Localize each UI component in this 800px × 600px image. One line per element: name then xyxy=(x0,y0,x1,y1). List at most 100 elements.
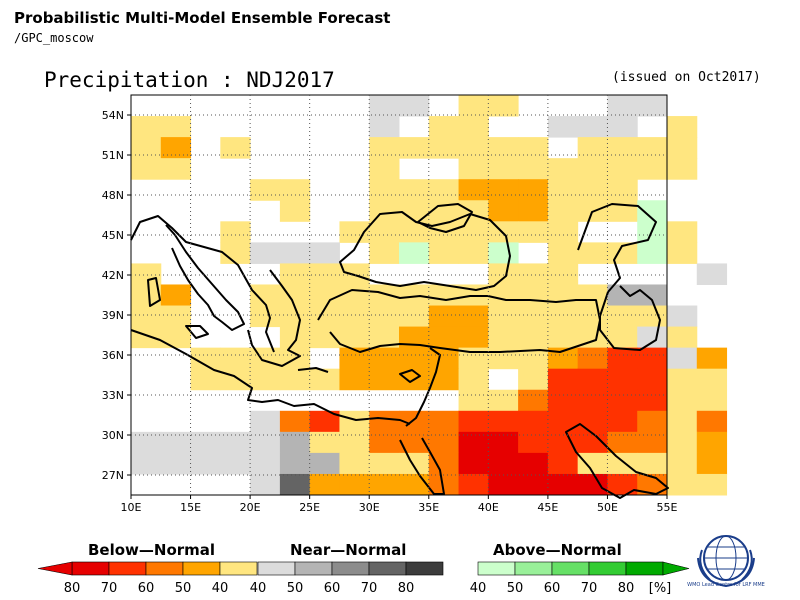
coastline-turkey xyxy=(317,289,601,353)
map-frame xyxy=(130,94,668,496)
longitude-labels: 10E 15E 20E 25E 30E 35E 40E 45E 50E 55E xyxy=(121,501,678,514)
grid-cell xyxy=(279,179,311,201)
grid-cell xyxy=(399,95,430,117)
legend-swatch xyxy=(145,561,184,576)
grid-cell xyxy=(667,389,698,412)
grid-cell xyxy=(488,452,519,475)
wmo-logo-caption: WMO Lead Centre for LRF MME xyxy=(687,582,765,588)
grid-cell xyxy=(309,410,340,433)
grid-cell xyxy=(518,137,549,159)
legend-tick-label: 50 xyxy=(507,581,524,596)
grid-cell xyxy=(369,116,400,138)
lat-label: 51N xyxy=(102,149,124,162)
grid-cell xyxy=(547,242,579,264)
grid-cell xyxy=(577,410,608,433)
grid-cell xyxy=(190,452,221,475)
grid-cell xyxy=(667,242,698,264)
grid-cell xyxy=(607,326,638,349)
grid-cell xyxy=(547,116,579,138)
grid-cell xyxy=(518,410,549,433)
grid-cell xyxy=(428,473,460,496)
grid-cell xyxy=(577,452,608,475)
grid-cell xyxy=(399,452,430,475)
lat-label: 36N xyxy=(102,349,124,362)
grid-cell xyxy=(488,137,519,159)
grid-cell xyxy=(250,284,281,307)
lon-label: 55E xyxy=(657,501,678,514)
grid-cell xyxy=(547,284,579,307)
grid-cell xyxy=(696,368,728,391)
grid-cell xyxy=(160,452,192,475)
grid-cell xyxy=(369,473,400,496)
grid-cell xyxy=(190,347,221,370)
grid-cell xyxy=(279,284,311,307)
coastline-caspian xyxy=(577,203,661,351)
grid-cell xyxy=(607,158,638,180)
grid-cell xyxy=(458,95,489,117)
grid-cell xyxy=(547,431,579,454)
grid-cell xyxy=(309,305,340,328)
grid-cell xyxy=(518,389,549,412)
grid-cell xyxy=(488,305,519,328)
lon-label: 25E xyxy=(299,501,320,514)
coastline-red-sea xyxy=(399,437,445,495)
grid-cell xyxy=(369,200,400,222)
grid-cell xyxy=(160,137,192,159)
grid-cell xyxy=(369,326,400,349)
grid-cell xyxy=(696,347,728,370)
legend-arrow xyxy=(662,561,690,576)
model-subtitle: /GPC_moscow xyxy=(14,31,94,45)
grid-cell xyxy=(399,137,430,159)
grid-cell xyxy=(250,305,281,328)
grid-cell xyxy=(696,263,728,285)
grid-cell xyxy=(279,452,311,475)
grid-cell xyxy=(577,179,608,201)
legend-tick-label: 40 xyxy=(212,581,229,596)
coastline-italy xyxy=(165,224,245,331)
grid-cell xyxy=(220,137,251,159)
grid-cell xyxy=(577,137,608,159)
grid-cell xyxy=(547,410,579,433)
grid-cell xyxy=(428,452,460,475)
grid-cell xyxy=(577,368,608,391)
legend-tick-label: 70 xyxy=(581,581,598,596)
grid-cell xyxy=(667,347,698,370)
lat-label: 48N xyxy=(102,189,124,202)
grid-cell xyxy=(518,158,549,180)
grid-cell xyxy=(547,389,579,412)
grid-cell xyxy=(250,242,281,264)
grid-cell xyxy=(428,116,460,138)
grid-cell xyxy=(369,452,400,475)
grid-cell xyxy=(458,452,489,475)
grid-cell xyxy=(309,473,340,496)
legend-tick-label: 40 xyxy=(470,581,487,596)
grid-cell xyxy=(250,368,281,391)
lat-label: 39N xyxy=(102,309,124,322)
grid-cell xyxy=(667,452,698,475)
coastline-sardinia xyxy=(147,277,161,307)
grid-cell xyxy=(428,305,460,328)
grid-cell xyxy=(458,305,489,328)
legend-tick-label: 80 xyxy=(64,581,81,596)
grid-cell xyxy=(369,410,400,433)
grid-cell xyxy=(696,473,728,496)
wmo-logo-icon xyxy=(697,535,755,588)
grid-cell xyxy=(428,368,460,391)
grid-cell xyxy=(637,389,668,412)
grid-cell xyxy=(369,242,400,264)
grid-cell xyxy=(696,452,728,475)
grid-cell xyxy=(428,326,460,349)
grid-cell xyxy=(339,452,370,475)
legend-swatch xyxy=(257,561,296,576)
grid-cell xyxy=(577,158,608,180)
legend-tick-label: 60 xyxy=(544,581,561,596)
grid-cell xyxy=(399,200,430,222)
grid-cell xyxy=(488,95,519,117)
grid-cell xyxy=(309,263,340,285)
lat-label: 54N xyxy=(102,109,124,122)
legend-tick-label: 80 xyxy=(398,581,415,596)
lat-label: 33N xyxy=(102,389,124,402)
probability-grid xyxy=(131,95,728,496)
grid-cell xyxy=(667,473,698,496)
lon-label: 35E xyxy=(418,501,439,514)
